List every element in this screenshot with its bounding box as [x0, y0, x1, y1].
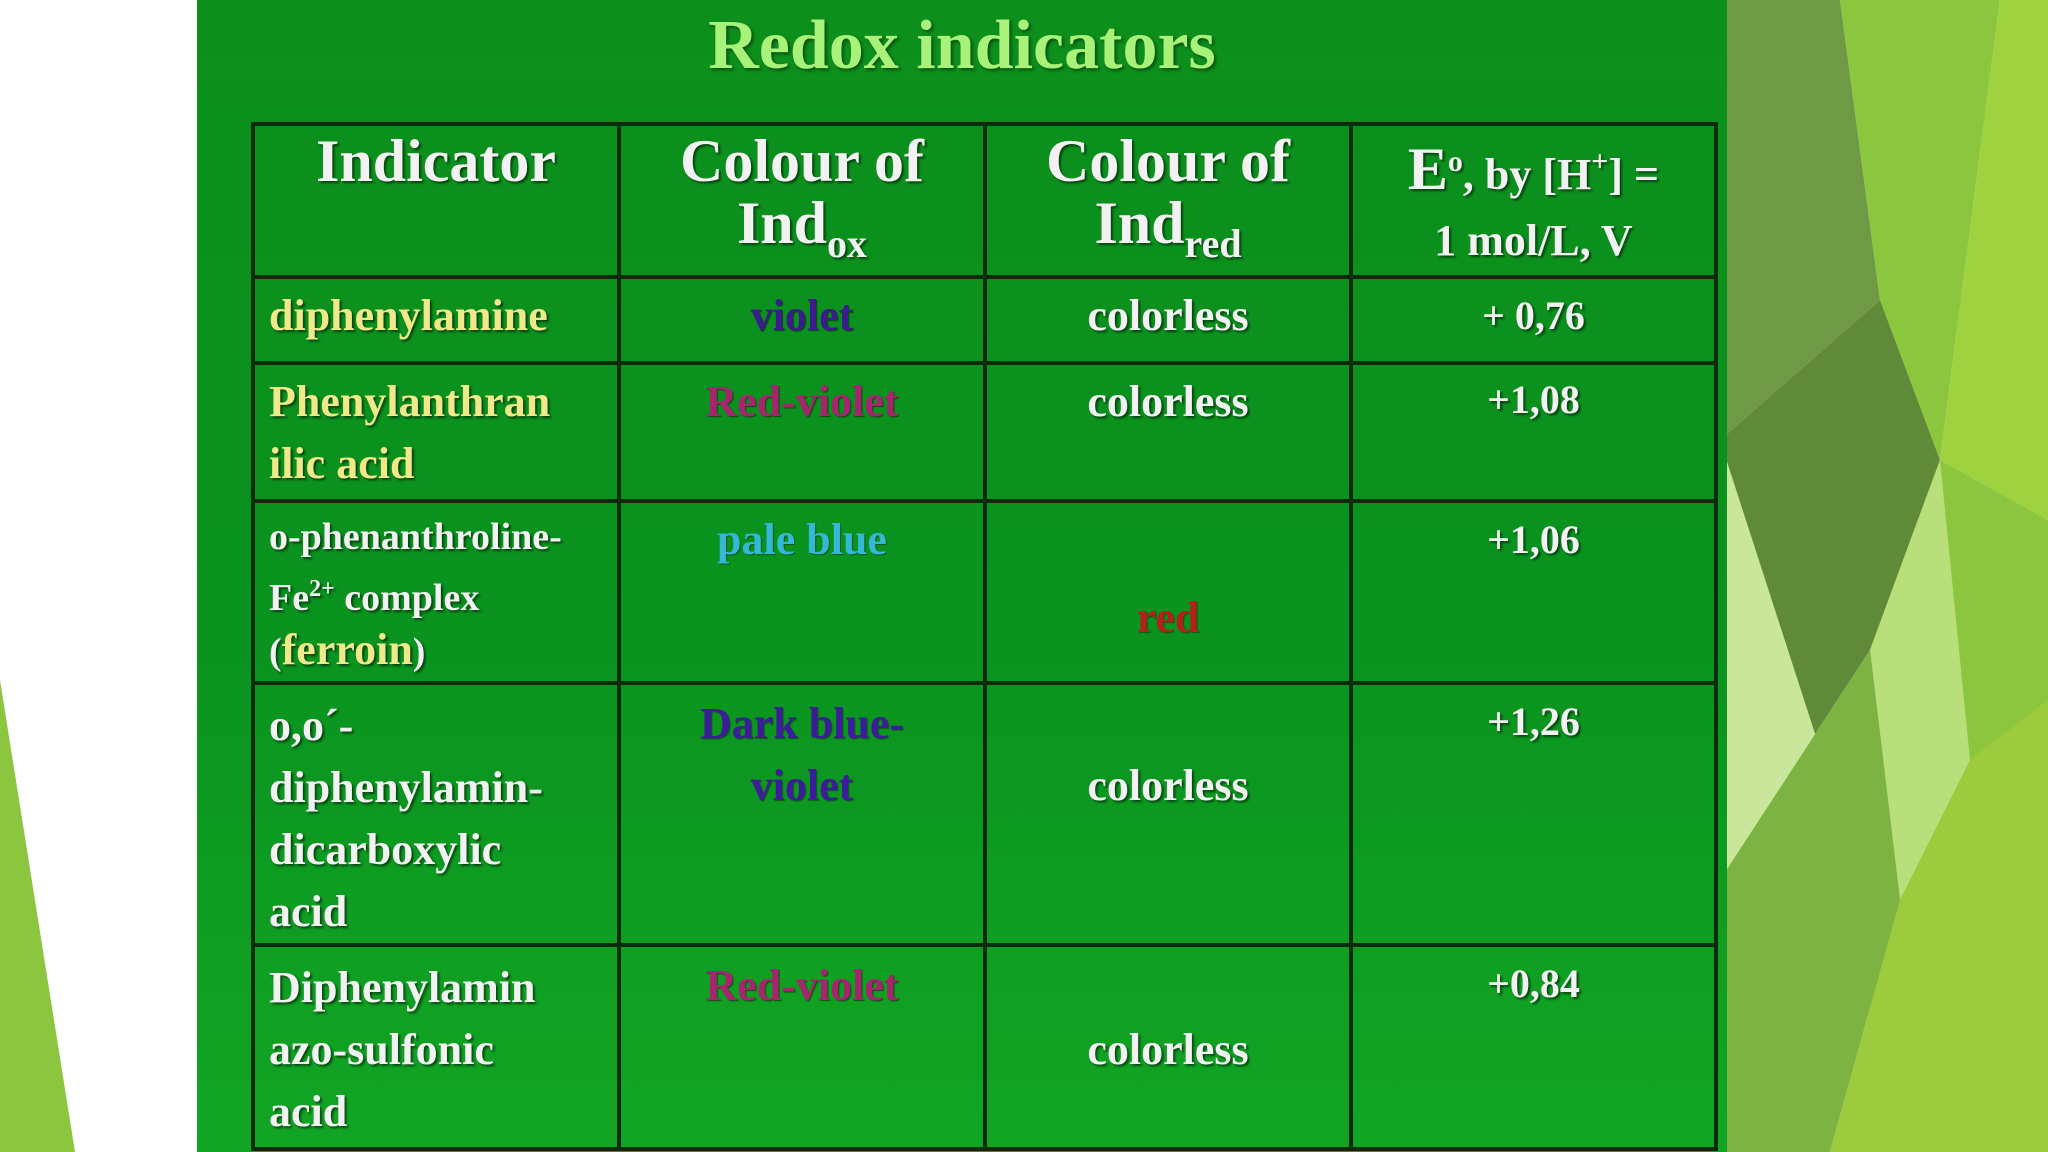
red-colour-cell: red: [983, 499, 1353, 685]
indicator-name-line2: ilic acid: [269, 439, 415, 488]
slide-title: Redox indicators: [708, 7, 1216, 84]
red-colour-value: colorless: [1087, 1025, 1249, 1074]
indicator-name-line3-open: (: [269, 631, 282, 673]
ox-colour-value: pale blue: [717, 515, 887, 564]
table-row: o-phenanthroline- Fe2+ complex (ferroin)…: [251, 499, 1718, 685]
potential-cell: +0,84: [1349, 943, 1718, 1151]
header-potential-e: E: [1407, 136, 1448, 202]
red-colour-value: red: [1136, 593, 1200, 642]
header-colour-ox: Colour of Indox: [617, 122, 987, 279]
header-indicator-label: Indicator: [316, 128, 556, 194]
red-colour-value: colorless: [1087, 377, 1249, 426]
indicator-cell: o-phenanthroline- Fe2+ complex (ferroin): [251, 499, 621, 685]
potential-value: +0,84: [1487, 961, 1580, 1006]
potential-value: +1,26: [1487, 699, 1580, 744]
indicator-cell: o,o´- diphenylamin- dicarboxylic acid: [251, 681, 621, 947]
header-colour-red: Colour of Indred: [983, 122, 1353, 279]
potential-value: +1,08: [1487, 377, 1580, 422]
table-row: diphenylamine violet colorless + 0,76: [251, 275, 1718, 365]
indicator-name-line4: acid: [269, 887, 348, 936]
indicator-cell: Phenylanthran ilic acid: [251, 361, 621, 503]
table-row: o,o´- diphenylamin- dicarboxylic acid Da…: [251, 681, 1718, 947]
header-colour-red-sub: red: [1184, 221, 1242, 266]
red-colour-cell: colorless: [983, 275, 1353, 365]
header-potential-line2: 1 mol/L, V: [1434, 216, 1633, 265]
ox-colour-cell: Dark blue- violet: [617, 681, 987, 947]
red-colour-cell: colorless: [983, 361, 1353, 503]
slide-panel: Redox indicators Indicator Colour of Ind…: [197, 0, 1727, 1152]
header-indicator: Indicator: [251, 122, 621, 279]
header-colour-red-text: Colour of: [1046, 128, 1290, 194]
background-decoration-right: [1720, 0, 2048, 1152]
red-colour-value: colorless: [1087, 291, 1249, 340]
potential-cell: + 0,76: [1349, 275, 1718, 365]
table-row: Diphenylamin azo-sulfonic acid Red-viole…: [251, 943, 1718, 1151]
indicator-name-line1: Diphenylamin: [269, 963, 536, 1012]
ox-colour-cell: pale blue: [617, 499, 987, 685]
indicator-name-line2: diphenylamin-: [269, 763, 543, 812]
header-colour-ox-text: Colour of: [680, 128, 924, 194]
potential-value: + 0,76: [1482, 293, 1585, 338]
ox-colour-value: violet: [750, 291, 854, 340]
ox-colour-value-line2: violet: [750, 761, 854, 810]
header-potential-e-sup: o: [1447, 145, 1463, 178]
indicator-cell: Diphenylamin azo-sulfonic acid: [251, 943, 621, 1151]
ox-colour-value: Red-violet: [705, 961, 899, 1010]
potential-value: +1,06: [1487, 517, 1580, 562]
indicator-name-line2: azo-sulfonic: [269, 1025, 494, 1074]
red-colour-cell: colorless: [983, 943, 1353, 1151]
table-row: Phenylanthran ilic acid Red-violet color…: [251, 361, 1718, 503]
header-colour-red-ind: Ind: [1094, 190, 1185, 256]
indicator-name-line1: o,o´-: [269, 701, 354, 750]
indicator-name-line2a: Fe: [269, 577, 310, 619]
ox-colour-cell: violet: [617, 275, 987, 365]
potential-cell: +1,08: [1349, 361, 1718, 503]
indicator-name: diphenylamine: [269, 291, 548, 340]
indicator-cell: diphenylamine: [251, 275, 621, 365]
header-potential: Eo, by [H+] = 1 mol/L, V: [1349, 122, 1718, 279]
redox-indicators-table: Indicator Colour of Indox Colour of Indr…: [251, 122, 1718, 1151]
background-decoration-left: [0, 680, 75, 1152]
potential-cell: +1,26: [1349, 681, 1718, 947]
indicator-name-line2b: complex: [334, 577, 480, 619]
ox-colour-value-line1: Dark blue-: [699, 699, 905, 748]
indicator-name-line3: dicarboxylic: [269, 825, 502, 874]
indicator-name-line3: acid: [269, 1087, 348, 1136]
indicator-name-line1: Phenylanthran: [269, 377, 551, 426]
indicator-name-line3-close: ): [412, 631, 426, 673]
header-colour-ox-sub: ox: [827, 221, 868, 266]
ox-colour-cell: Red-violet: [617, 943, 987, 1151]
red-colour-cell: colorless: [983, 681, 1353, 947]
header-row: Indicator Colour of Indox Colour of Indr…: [251, 122, 1718, 279]
header-colour-ox-ind: Ind: [736, 190, 828, 256]
header-potential-close: ] =: [1608, 150, 1660, 199]
header-potential-by: , by [H: [1462, 150, 1592, 199]
indicator-name-line2-sup: 2+: [309, 576, 335, 602]
ox-colour-cell: Red-violet: [617, 361, 987, 503]
indicator-name-line1: o-phenanthroline-: [269, 516, 562, 558]
ox-colour-value: Red-violet: [705, 377, 899, 426]
potential-cell: +1,06: [1349, 499, 1718, 685]
red-colour-value: colorless: [1087, 761, 1249, 810]
indicator-name-ferroin: ferroin: [281, 625, 413, 674]
header-potential-h-sup: +: [1591, 145, 1609, 178]
